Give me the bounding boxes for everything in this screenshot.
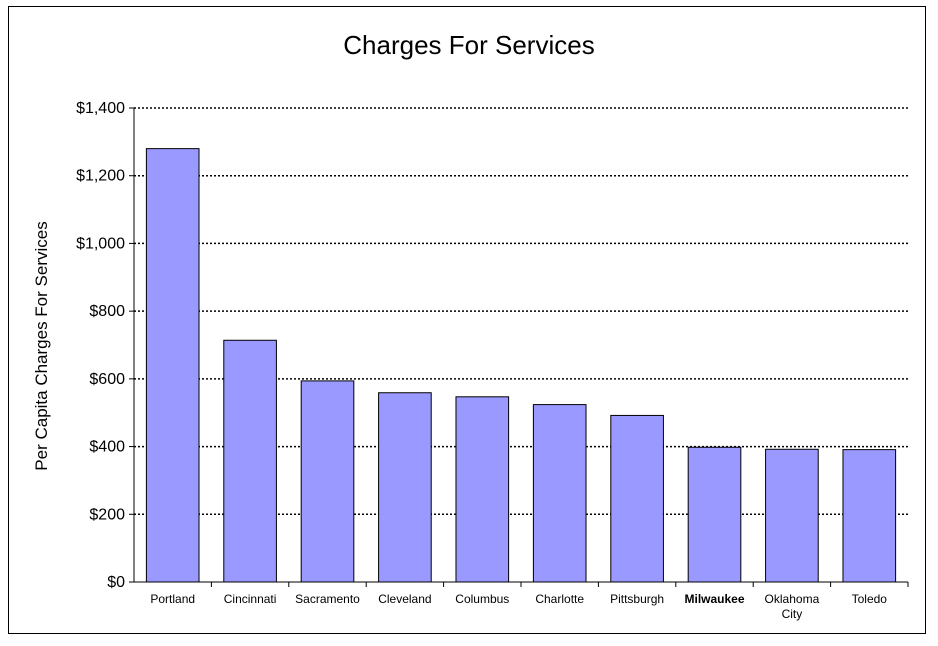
x-tick-label: Cincinnati [224,592,277,606]
bar-oklahoma-city [765,448,819,583]
y-tick-label: $1,400 [76,100,125,117]
bar-toledo [842,449,897,583]
y-tick-label: $800 [89,303,125,320]
x-tick-labels: Portland Cincinnati Sacramento Cleveland Col… [150,592,887,621]
x-tick-label: Portland [150,592,195,606]
y-tick-label: $200 [89,506,125,523]
x-tick-label: Charlotte [535,592,584,606]
y-tick-label: $1,000 [76,235,125,252]
x-tick-label: Pittsburgh [610,592,664,606]
y-tick-label: $400 [89,439,125,456]
bar-portland [145,148,200,583]
bar-columbus [455,396,510,583]
x-tick-label: Cleveland [378,592,431,606]
bar-pittsburgh [610,414,664,583]
x-tick-label: Columbus [455,592,509,606]
y-tick-labels: $0 $200 $400 $600 $800 $1,000 $1,200 $1,400 [76,100,125,591]
bars [145,148,897,583]
bar-sacramento [300,380,355,583]
bar-charlotte [532,404,587,583]
x-tick-label: Toledo [852,592,888,606]
y-axis-label: Per Capita Charges For Services [32,221,51,470]
y-tick-label: $1,200 [76,168,125,185]
y-tick-label: $600 [89,371,125,388]
x-tick-label: Oklahoma City [765,592,820,621]
axes [133,108,908,583]
bar-cincinnati [223,339,277,583]
bar-cleveland [378,392,432,583]
y-tick-label: $0 [107,574,125,591]
chart-title: Charges For Services [343,30,594,60]
bar-milwaukee [687,446,742,583]
x-tick-label: Milwaukee [684,592,744,606]
x-tick-label: Sacramento [295,592,360,606]
